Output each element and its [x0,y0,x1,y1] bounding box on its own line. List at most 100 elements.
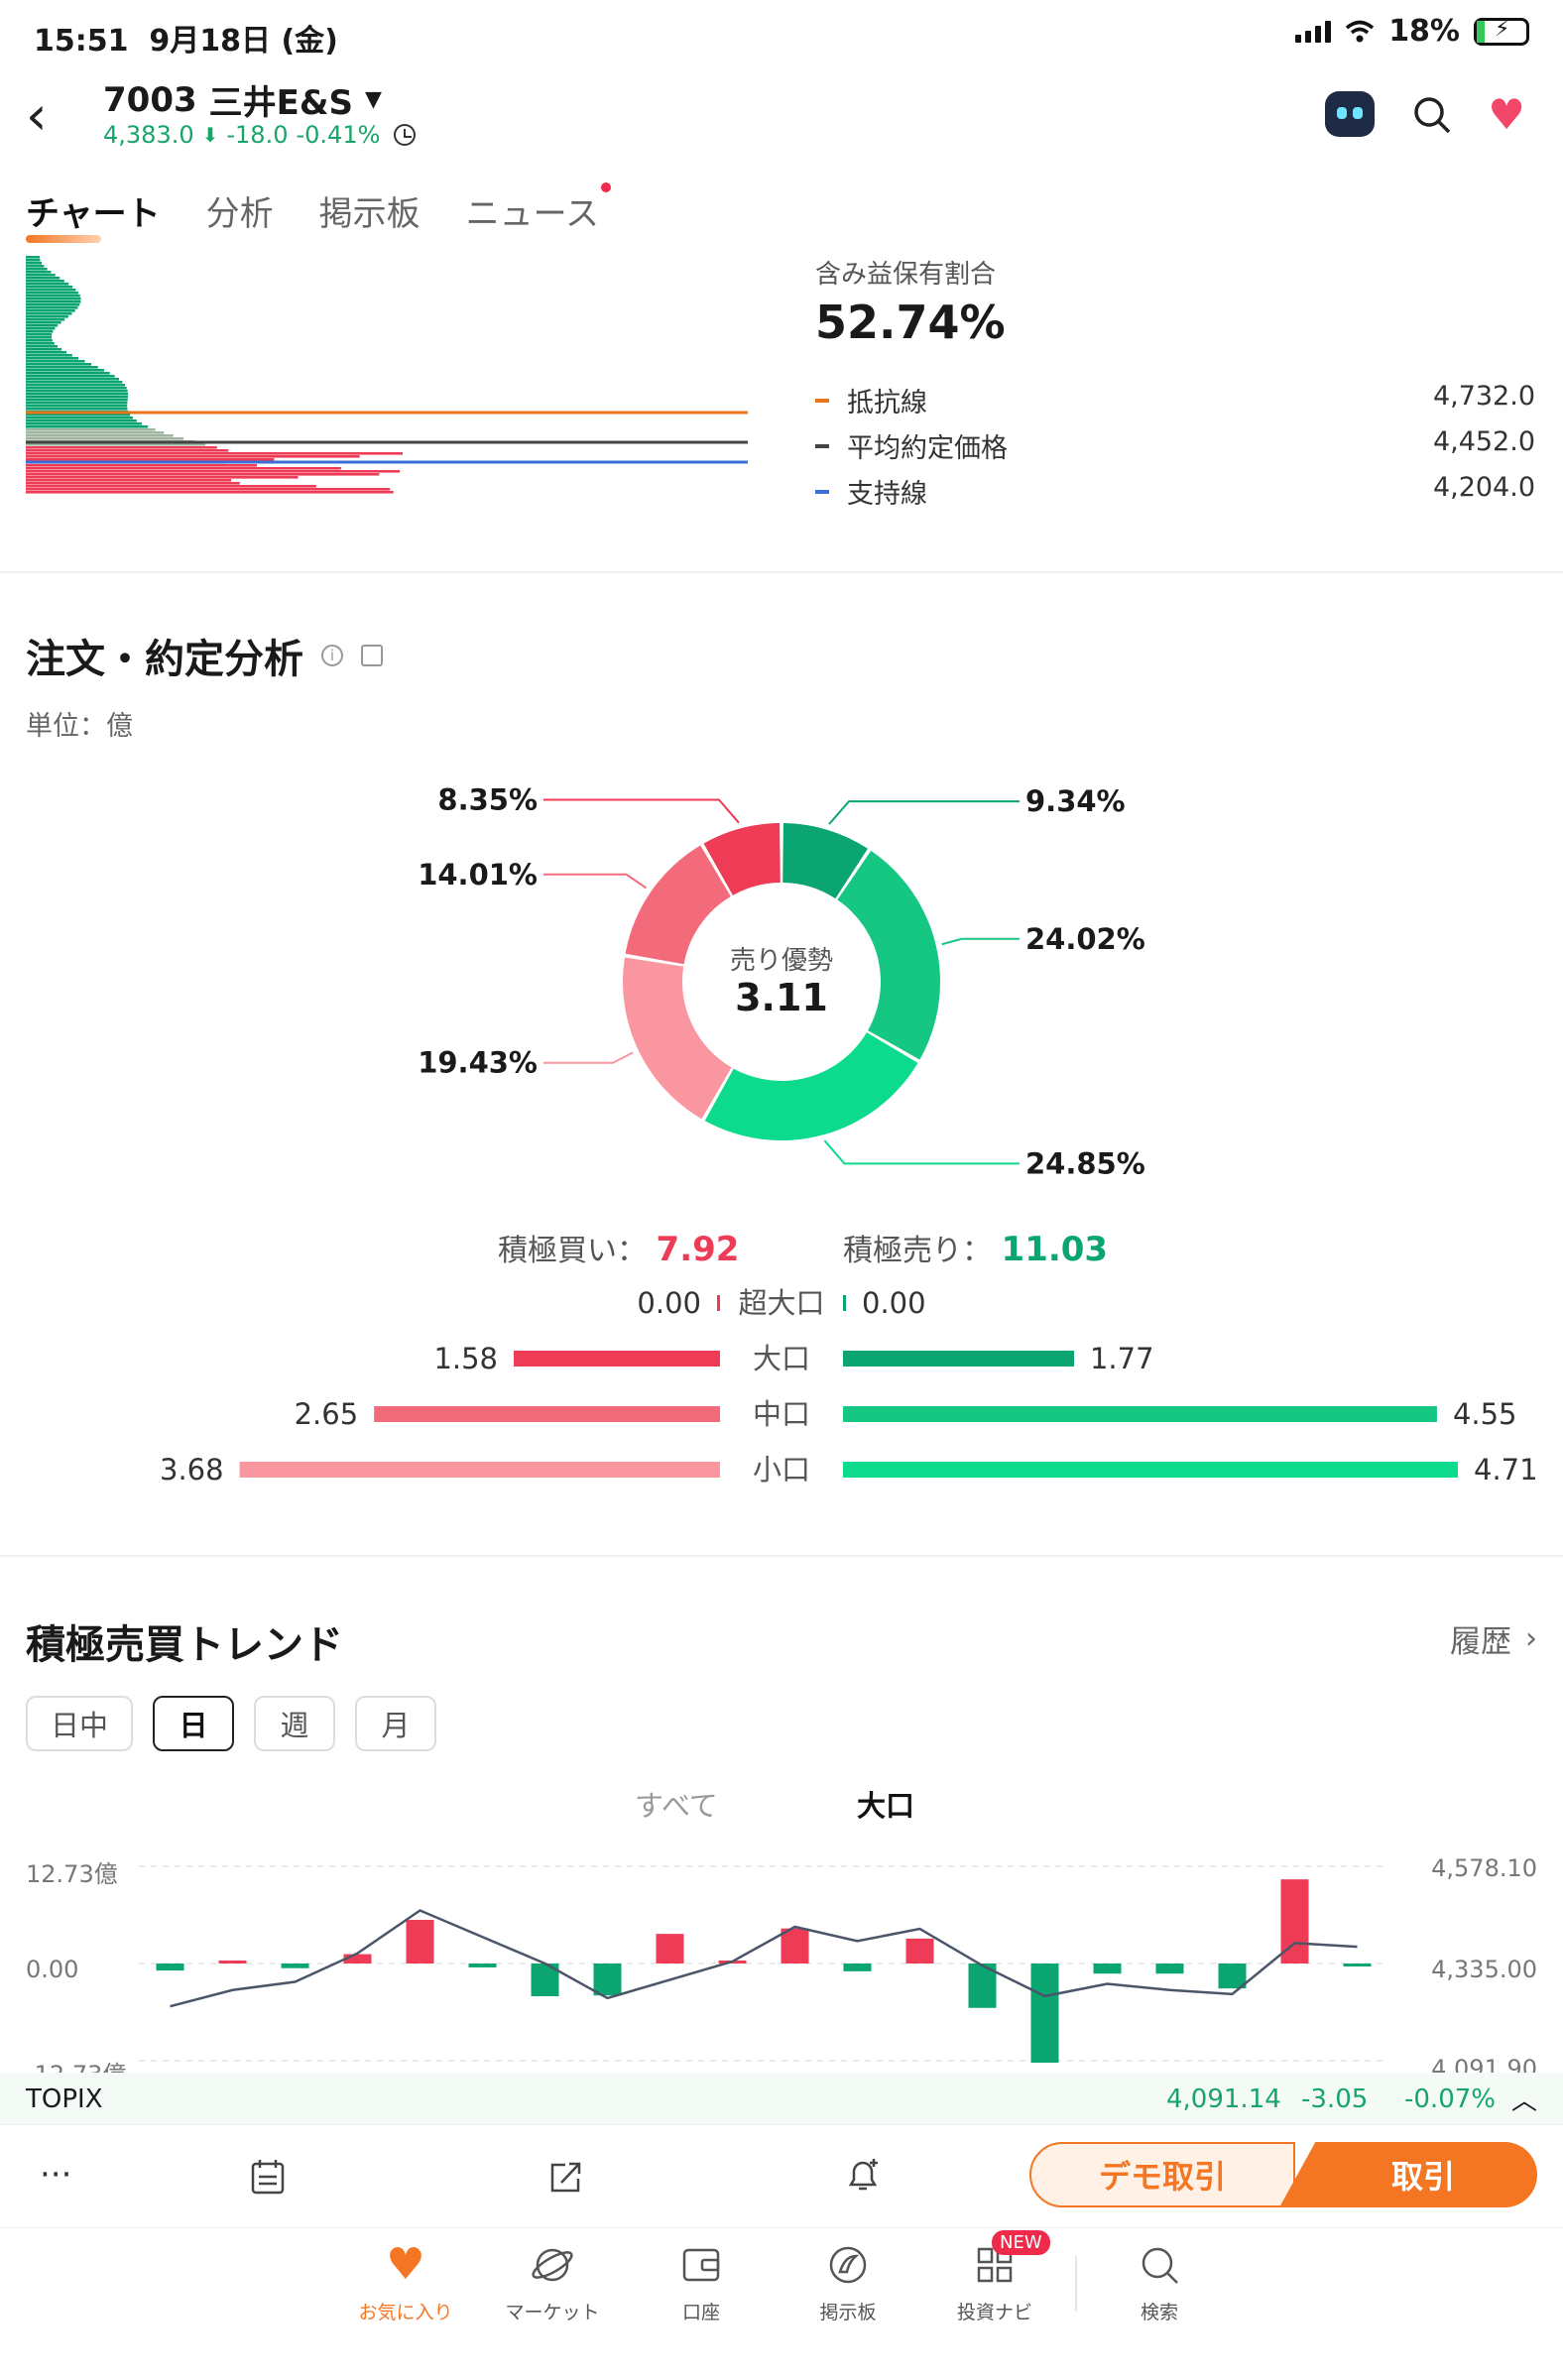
share-icon[interactable] [361,645,383,666]
volume-profile-bar [26,378,119,381]
date-text: 9月18日 (金) [149,24,338,59]
donut-slice[interactable] [703,823,781,895]
clock-icon[interactable] [394,124,417,146]
topix-ticker[interactable]: TOPIX 4,091.14 -3.05 -0.07% ︿ [0,2073,1563,2124]
demo-trade-button[interactable]: デモ取引 [1029,2142,1295,2207]
quote-line: 4,383.0 ⬇ -18.0 -0.41% [103,121,417,149]
search-icon[interactable] [1412,95,1452,135]
volume-profile-bar [26,318,65,321]
trend-bar[interactable] [1093,1964,1122,1974]
sell-total-value: 11.03 [1001,1230,1109,1269]
trend-bar[interactable] [156,1964,184,1971]
period-intraday[interactable]: 日中 [26,1696,133,1751]
volume-profile-bar [26,387,127,390]
volume-profile-bar [26,431,165,434]
volume-profile-bar [26,449,229,452]
donut-slice[interactable] [623,957,732,1120]
volume-profile-chart [26,256,748,494]
trend-bar[interactable] [593,1964,622,1996]
resistance-label: 抵抗線 [847,388,927,418]
donut-leader-line [543,873,648,890]
sell-bar-label: 4.71 [1474,1453,1538,1487]
trend-bar[interactable] [1218,1964,1247,1989]
grid-icon [977,2247,1013,2283]
wallet-icon [682,2248,720,2282]
trend-bar[interactable] [343,1954,372,1964]
filter-large[interactable]: 大口 [857,1789,915,1823]
history-link[interactable]: 履歴 › [1450,1616,1537,1661]
tab-board[interactable]: 掲示板 [318,194,421,234]
battery-icon: ⚡ [1474,17,1529,46]
share-icon[interactable] [545,2157,585,2197]
volume-profile-bar [26,289,76,292]
nav-invest-navi[interactable]: 投資ナビ NEW [940,2228,1050,2324]
volume-profile-bar [26,274,56,277]
trend-bar[interactable] [218,1961,247,1964]
section-divider [0,1555,1563,1557]
stock-header: ‹ 7003 三井E&S ▼ 4,383.0 ⬇ -18.0 -0.41% ♥ [0,69,1563,169]
nav-market[interactable]: マーケット [498,2228,607,2324]
period-week[interactable]: 週 [254,1696,335,1751]
volume-profile-bar [26,402,128,405]
donut-slice[interactable] [837,850,940,1060]
tab-news[interactable]: ニュース [466,182,611,235]
support-marker [815,489,829,494]
volume-profile-bar [26,396,128,399]
filter-all[interactable]: すべて [635,1789,718,1823]
trend-bar[interactable] [781,1928,809,1964]
ticker-selector[interactable]: 7003 三井E&S ▼ [103,75,382,124]
info-icon[interactable]: i [321,645,343,666]
notification-dot [600,182,611,192]
favorite-heart-icon[interactable]: ♥ [1488,90,1525,139]
period-day[interactable]: 日 [153,1696,234,1751]
volume-profile-bar [26,351,67,354]
trend-bar[interactable] [1155,1964,1184,1974]
volume-profile-bar [26,408,128,411]
chevron-up-icon[interactable]: ︿ [1511,2086,1538,2116]
trend-bar[interactable] [281,1964,309,1968]
trend-bar[interactable] [1343,1964,1372,1966]
robot-assistant-icon[interactable] [1325,91,1375,137]
alert-bell-icon[interactable] [843,2155,883,2195]
trend-bar[interactable] [843,1964,872,1971]
nav-search[interactable]: 検索 [1105,2228,1214,2324]
trend-bar[interactable] [406,1920,434,1964]
trend-bar[interactable] [905,1938,934,1964]
y-left-mid: 0.00 [26,1956,79,1983]
nav-account[interactable]: 口座 [647,2228,756,2324]
nav-account-label: 口座 [681,2302,720,2323]
period-month[interactable]: 月 [355,1696,436,1751]
trend-bar[interactable] [468,1964,497,1967]
donut-slice[interactable] [704,1032,918,1140]
back-button[interactable]: ‹ [26,84,48,147]
donut-leader-line [823,1139,1020,1165]
y-right-mid: 4,335.00 [1431,1956,1537,1983]
order-size-bar-chart: 0.00 0.00 超大口 1.58 1.77 大口 2.65 4.55 中口 3.68 4.71 小… [160,1286,1538,1487]
volume-profile-bar [26,419,137,422]
calendar-icon[interactable] [248,2157,288,2197]
buy-bar [239,1462,720,1478]
nav-favorites-label: お気に入り [358,2302,453,2323]
volume-profile-bar [26,416,133,419]
nav-board[interactable]: 掲示板 [793,2228,902,2324]
trend-bar[interactable] [656,1934,684,1964]
tab-analysis[interactable]: 分析 [205,194,274,234]
caret-down-icon: ▼ [365,87,382,112]
price-line [170,1909,1358,2008]
volume-profile-bar [26,357,78,360]
trend-bar[interactable] [1030,1964,1059,2063]
tab-chart[interactable]: チャート [26,186,161,243]
donut-slice[interactable] [625,845,731,965]
nav-favorites[interactable]: ♥ お気に入り [351,2228,460,2324]
trade-button[interactable]: 取引 [1279,2142,1537,2207]
donut-slice-label: 19.43% [418,1046,538,1080]
support-row: 支持線 4,204.0 [815,472,1535,511]
topix-change-pct: -0.07% [1404,2084,1496,2114]
buy-bar-label: 2.65 [295,1397,359,1431]
more-icon[interactable]: ··· [40,2155,72,2195]
volume-profile-bar [26,271,52,274]
volume-profile-bar [26,452,403,455]
donut-slice[interactable] [782,823,868,899]
volume-profile-bar [26,360,85,363]
profit-ratio-label: 含み益保有割合 [815,260,997,290]
